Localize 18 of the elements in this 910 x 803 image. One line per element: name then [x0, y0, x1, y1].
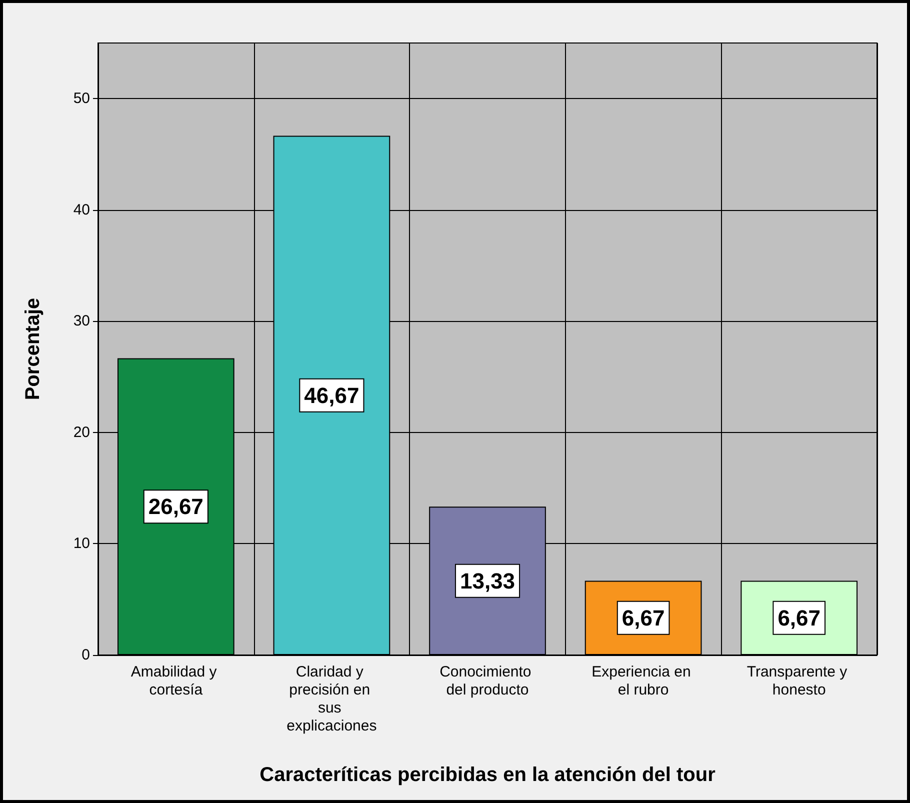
data-label: 6,67: [778, 605, 821, 630]
x-tick-label: Claridad y precisión en sus explicaciones: [286, 664, 377, 734]
y-axis-title: Porcentaje: [22, 298, 44, 400]
y-tick-label: 10: [73, 535, 90, 552]
y-tick-label: 40: [73, 201, 90, 218]
y-tick-label: 0: [82, 646, 90, 664]
x-tick-label: Amabilidad y cortesía: [130, 664, 221, 698]
x-tick-label: Transparente y honesto: [746, 664, 852, 698]
data-label: 13,33: [460, 568, 516, 594]
y-tick-label: 20: [73, 424, 90, 441]
y-tick-label: 50: [73, 90, 90, 108]
data-label: 26,67: [148, 494, 204, 520]
data-label: 46,67: [304, 382, 360, 408]
x-axis-title: Caracteríticas percibidas en la atención del tour: [260, 764, 716, 786]
x-tick-label: Conocimiento del producto: [440, 664, 536, 698]
y-tick-label: 30: [73, 312, 90, 330]
data-label: 6,67: [622, 605, 665, 630]
x-tick-label: Experiencia en el rubro: [592, 664, 696, 698]
